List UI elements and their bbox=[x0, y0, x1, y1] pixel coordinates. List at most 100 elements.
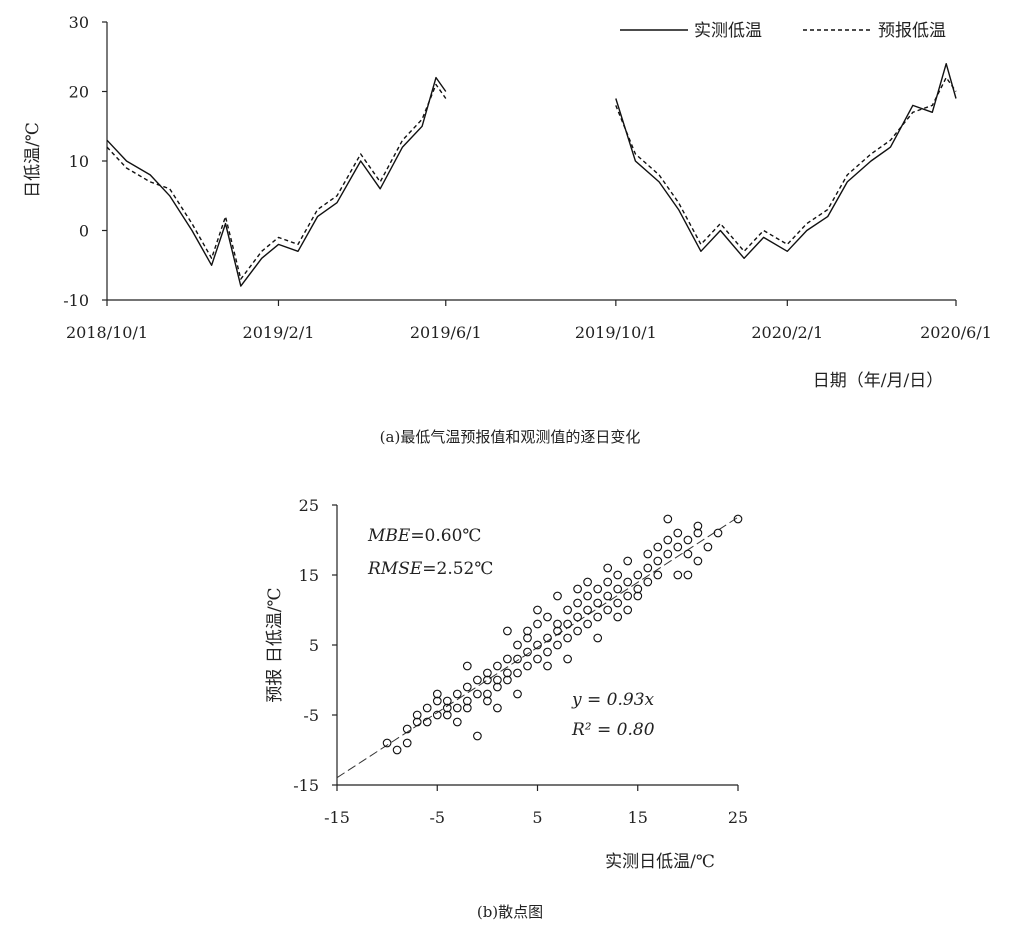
scatter-point bbox=[442, 703, 452, 713]
scatter-point bbox=[543, 661, 552, 671]
scatter-point bbox=[462, 661, 472, 671]
scatter-point bbox=[593, 633, 603, 643]
scatter-point bbox=[613, 584, 623, 594]
ts-x-ticks: 2018/10/1 2019/2/1 2019/6/1 2019/10/1 2020/2… bbox=[66, 300, 992, 342]
forecast-series-line bbox=[615, 76, 957, 253]
mbe-stat: MBE=0.60℃ bbox=[367, 526, 481, 546]
scatter-point bbox=[432, 710, 442, 720]
scatter-point bbox=[432, 689, 442, 699]
scatter-point bbox=[533, 640, 542, 650]
scatter-point bbox=[623, 605, 633, 615]
caption-b: (b)散点图 bbox=[477, 903, 543, 921]
mbe-label: MBE bbox=[367, 526, 411, 546]
scatter-point bbox=[583, 591, 592, 601]
scatter-point bbox=[563, 619, 572, 629]
sc-y-tick-label: -5 bbox=[303, 706, 319, 725]
scatter-point bbox=[583, 605, 592, 615]
scatter-point bbox=[733, 514, 743, 524]
scatter-point bbox=[483, 675, 492, 685]
scatter-point bbox=[452, 703, 462, 713]
ts-x-tick-label: 2020/6/1 bbox=[920, 323, 992, 342]
scatter-point bbox=[543, 612, 552, 622]
scatter-point bbox=[462, 703, 472, 713]
scatter-point bbox=[553, 626, 562, 636]
sc-x-label: 实测日低温/℃ bbox=[605, 852, 715, 872]
scatter-point bbox=[663, 549, 673, 559]
scatter-point bbox=[422, 717, 432, 727]
scatter-point bbox=[503, 668, 512, 678]
scatter-panel: 25 15 5 -5 -15 -15 -5 5 15 25 MBE=0.60℃ RMSE=2.5… bbox=[265, 496, 748, 921]
scatter-point bbox=[503, 654, 512, 664]
sc-x-ticks: -15 -5 5 15 25 bbox=[324, 785, 748, 827]
scatter-point bbox=[693, 521, 703, 531]
sc-y-tick-label: -15 bbox=[293, 776, 319, 795]
scatter-point bbox=[613, 598, 623, 608]
ts-x-tick-label: 2020/2/1 bbox=[751, 323, 823, 342]
scatter-point bbox=[663, 535, 673, 545]
ts-x-tick-label: 2018/10/1 bbox=[66, 323, 148, 342]
scatter-point bbox=[493, 675, 502, 685]
scatter-point bbox=[462, 696, 472, 706]
r-squared: R² = 0.80 bbox=[571, 720, 655, 740]
scatter-point bbox=[402, 724, 412, 734]
caption-a: (a)最低气温预报值和观测值的逐日变化 bbox=[380, 428, 641, 446]
scatter-point bbox=[412, 717, 422, 727]
scatter-point bbox=[573, 598, 582, 608]
ts-y-tick-label: 10 bbox=[69, 152, 89, 171]
scatter-point bbox=[533, 619, 542, 629]
scatter-point bbox=[603, 591, 613, 601]
legend-observed-label: 实测低温 bbox=[694, 21, 762, 41]
sc-y-ticks: 25 15 5 -5 -15 bbox=[293, 496, 337, 795]
ts-y-tick-label: -10 bbox=[63, 291, 89, 310]
observed-series-line bbox=[615, 63, 957, 259]
scatter-point bbox=[713, 528, 723, 538]
scatter-point bbox=[643, 563, 653, 573]
scatter-point bbox=[683, 570, 693, 580]
fit-line bbox=[336, 516, 739, 779]
scatter-point bbox=[703, 542, 713, 552]
scatter-point bbox=[693, 556, 703, 566]
scatter-point bbox=[553, 619, 562, 629]
scatter-point bbox=[593, 598, 603, 608]
scatter-point bbox=[643, 577, 653, 587]
scatter-point bbox=[683, 549, 693, 559]
ts-y-label: 日低温/℃ bbox=[23, 122, 43, 198]
ts-x-tick-label: 2019/2/1 bbox=[243, 323, 315, 342]
rmse-label: RMSE bbox=[367, 559, 423, 579]
sc-x-tick-label: 5 bbox=[532, 808, 542, 827]
scatter-point bbox=[673, 528, 683, 538]
scatter-points bbox=[382, 514, 743, 755]
scatter-point bbox=[633, 570, 643, 580]
ts-x-tick-label: 2019/10/1 bbox=[575, 323, 657, 342]
mbe-value: =0.60℃ bbox=[410, 526, 481, 546]
scatter-point bbox=[623, 591, 633, 601]
scatter-point bbox=[513, 640, 522, 650]
scatter-point bbox=[563, 605, 572, 615]
scatter-point bbox=[473, 675, 482, 685]
scatter-point bbox=[603, 577, 613, 587]
scatter-point bbox=[673, 542, 683, 552]
scatter-point bbox=[633, 584, 643, 594]
scatter-point bbox=[523, 626, 532, 636]
scatter-point bbox=[563, 654, 572, 664]
legend-forecast-label: 预报低温 bbox=[878, 21, 946, 41]
scatter-point bbox=[452, 717, 462, 727]
scatter-point bbox=[673, 570, 683, 580]
sc-x-tick-label: -5 bbox=[429, 808, 445, 827]
scatter-point bbox=[483, 668, 492, 678]
scatter-point bbox=[663, 514, 673, 524]
sc-y-tick-label: 25 bbox=[299, 496, 319, 515]
scatter-point bbox=[573, 584, 582, 594]
sc-x-tick-label: -15 bbox=[324, 808, 350, 827]
scatter-point bbox=[643, 549, 653, 559]
scatter-point bbox=[513, 668, 522, 678]
sc-y-label: 预报 日低温/℃ bbox=[265, 587, 285, 702]
scatter-point bbox=[382, 738, 392, 748]
ts-y-ticks: 30 20 10 0 -10 bbox=[63, 13, 107, 310]
scatter-point bbox=[613, 612, 623, 622]
scatter-point bbox=[513, 654, 522, 664]
scatter-point bbox=[553, 591, 562, 601]
forecast-series-line bbox=[106, 83, 447, 280]
scatter-point bbox=[573, 626, 582, 636]
